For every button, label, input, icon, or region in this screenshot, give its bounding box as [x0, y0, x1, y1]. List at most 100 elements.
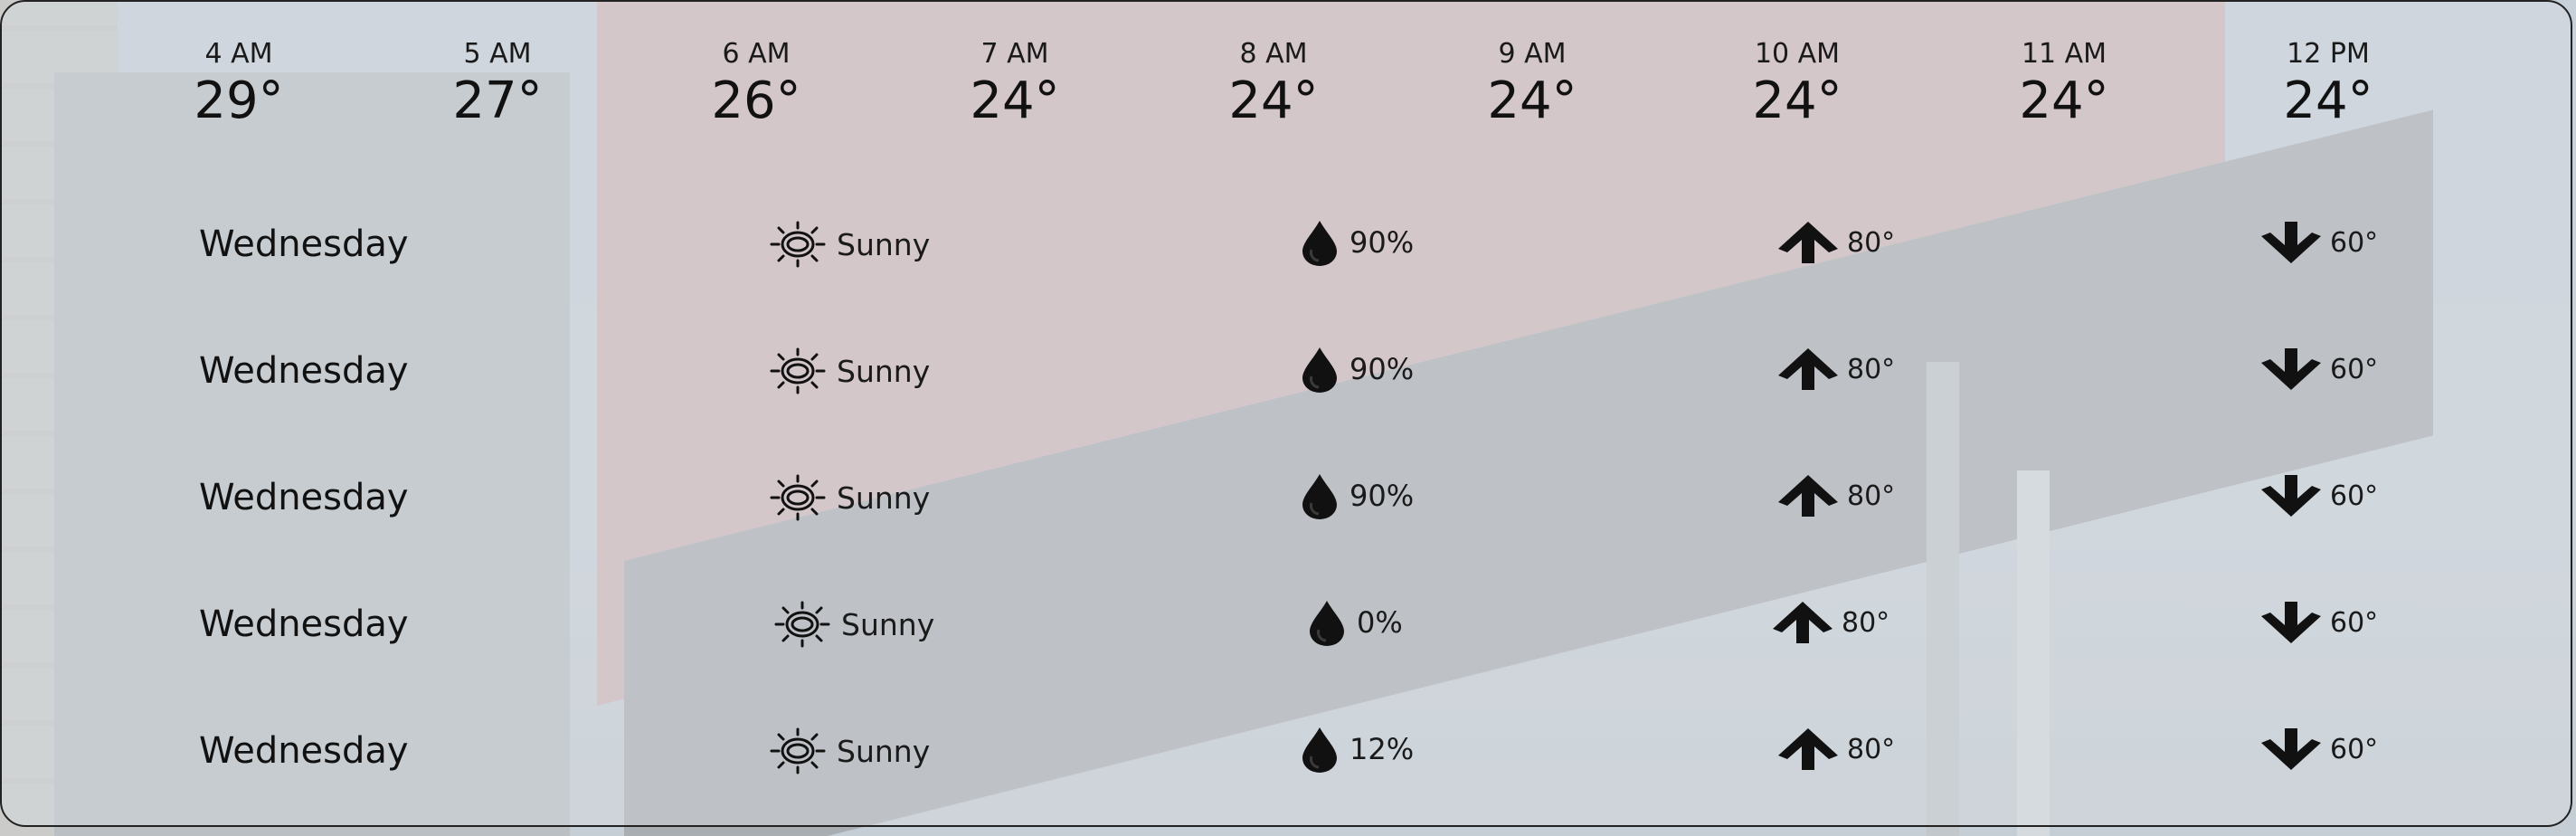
arrow-up-icon — [1776, 220, 1840, 265]
high-temp: 80° — [1776, 470, 1895, 521]
hour-item: 4 AM 29° — [148, 38, 329, 130]
condition: Sunny — [766, 726, 930, 776]
arrow-down-icon — [2259, 473, 2323, 518]
forecast-row: Wednesday Sunny 12% 80° — [2, 709, 2576, 791]
forecast-row: Wednesday Sunny 90% 80° — [2, 456, 2576, 537]
hour-temp: 24° — [970, 71, 1060, 130]
hour-item: 7 AM 24° — [924, 38, 1105, 130]
arrow-down-icon — [2259, 220, 2323, 265]
droplet-icon — [1297, 724, 1342, 774]
forecast-row: Wednesday Sunny 0% 80° — [2, 583, 2576, 664]
forecast-row: Wednesday Sunny 90% 80° — [2, 329, 2576, 411]
low-temp: 60° — [2259, 724, 2378, 774]
low-value: 60° — [2330, 480, 2379, 512]
low-temp: 60° — [2259, 217, 2378, 268]
condition-label: Sunny — [837, 353, 931, 389]
arrow-down-icon — [2259, 347, 2323, 392]
hour-time: 8 AM — [1239, 38, 1308, 70]
precip-value: 0% — [1357, 605, 1403, 640]
high-temp: 80° — [1776, 724, 1895, 774]
precipitation: 0% — [1304, 597, 1403, 648]
precipitation: 90% — [1297, 470, 1414, 521]
day-name: Wednesday — [199, 477, 409, 518]
hour-item: 11 AM 24° — [1974, 38, 2155, 130]
arrow-up-icon — [1771, 600, 1834, 645]
hour-item: 8 AM 24° — [1183, 38, 1364, 130]
condition: Sunny — [771, 599, 934, 650]
hour-time: 5 AM — [463, 38, 532, 70]
hour-time: 7 AM — [980, 38, 1049, 70]
condition: Sunny — [766, 472, 930, 523]
hour-temp: 27° — [452, 71, 543, 130]
sun-icon — [766, 472, 829, 523]
high-value: 80° — [1842, 606, 1890, 639]
hour-time: 12 PM — [2287, 38, 2370, 70]
hour-time: 4 AM — [204, 38, 273, 70]
condition: Sunny — [766, 219, 930, 270]
precip-value: 90% — [1350, 225, 1415, 260]
sun-icon — [766, 219, 829, 270]
hour-time: 11 AM — [2021, 38, 2107, 70]
precipitation: 12% — [1297, 724, 1414, 774]
high-temp: 80° — [1776, 344, 1895, 394]
arrow-up-icon — [1776, 473, 1840, 518]
condition-label: Sunny — [837, 226, 931, 262]
droplet-icon — [1304, 597, 1350, 648]
sun-icon — [766, 346, 829, 396]
low-value: 60° — [2330, 733, 2379, 765]
precip-value: 90% — [1350, 479, 1415, 513]
condition: Sunny — [766, 346, 930, 396]
high-temp: 80° — [1776, 217, 1895, 268]
droplet-icon — [1297, 217, 1342, 268]
low-temp: 60° — [2259, 470, 2378, 521]
high-value: 80° — [1847, 733, 1896, 765]
low-value: 60° — [2330, 353, 2379, 385]
precip-value: 90% — [1350, 352, 1415, 386]
hour-temp: 24° — [2019, 71, 2109, 130]
arrow-up-icon — [1776, 347, 1840, 392]
hour-item: 9 AM 24° — [1442, 38, 1623, 130]
low-value: 60° — [2330, 226, 2379, 259]
hour-time: 9 AM — [1498, 38, 1567, 70]
droplet-icon — [1297, 470, 1342, 521]
condition-label: Sunny — [841, 606, 935, 642]
condition-label: Sunny — [837, 480, 931, 516]
arrow-down-icon — [2259, 600, 2323, 645]
sun-icon — [771, 599, 834, 650]
hour-temp: 29° — [194, 71, 284, 130]
day-name: Wednesday — [199, 730, 409, 772]
forecast-row: Wednesday Sunny 90% 80° — [2, 203, 2576, 284]
hour-temp: 24° — [1228, 71, 1319, 130]
hour-temp: 24° — [2283, 71, 2373, 130]
precip-value: 12% — [1350, 732, 1415, 766]
precipitation: 90% — [1297, 344, 1414, 394]
day-name: Wednesday — [199, 350, 409, 392]
hour-item: 6 AM 26° — [666, 38, 847, 130]
high-value: 80° — [1847, 226, 1896, 259]
condition-label: Sunny — [837, 733, 931, 769]
hour-item: 5 AM 27° — [407, 38, 588, 130]
arrow-down-icon — [2259, 727, 2323, 772]
hour-temp: 24° — [1752, 71, 1842, 130]
high-value: 80° — [1847, 480, 1896, 512]
hour-temp: 24° — [1487, 71, 1577, 130]
hour-item: 10 AM 24° — [1707, 38, 1888, 130]
hour-time: 6 AM — [722, 38, 791, 70]
hour-item: 12 PM 24° — [2238, 38, 2419, 130]
droplet-icon — [1297, 344, 1342, 394]
precipitation: 90% — [1297, 217, 1414, 268]
day-name: Wednesday — [199, 223, 409, 265]
hour-time: 10 AM — [1754, 38, 1841, 70]
arrow-up-icon — [1776, 727, 1840, 772]
low-temp: 60° — [2259, 597, 2378, 648]
low-value: 60° — [2330, 606, 2379, 639]
hour-temp: 26° — [711, 71, 801, 130]
day-name: Wednesday — [199, 603, 409, 645]
low-temp: 60° — [2259, 344, 2378, 394]
high-value: 80° — [1847, 353, 1896, 385]
high-temp: 80° — [1771, 597, 1889, 648]
sun-icon — [766, 726, 829, 776]
